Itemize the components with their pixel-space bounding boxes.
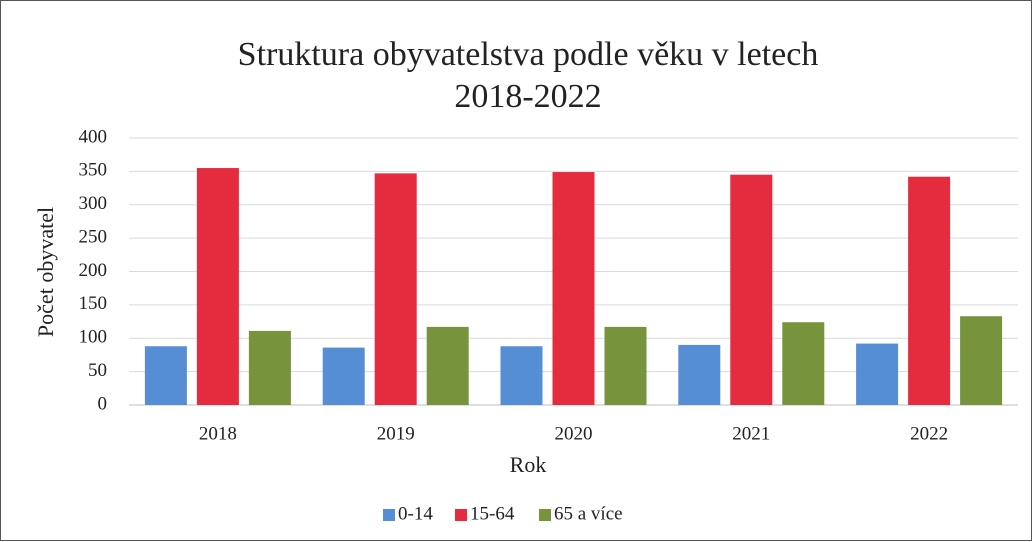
x-tick-label: 2021 (732, 423, 770, 444)
bar (500, 346, 543, 405)
chart-title: 2018-2022 (454, 78, 601, 115)
bar (604, 326, 647, 405)
bar (552, 172, 595, 405)
legend-label: 65 a více (554, 503, 623, 524)
bar (374, 173, 417, 405)
y-tick-label: 0 (98, 393, 108, 414)
x-tick-label: 2022 (910, 423, 948, 444)
x-axis-label: Rok (510, 452, 547, 477)
bar (248, 330, 291, 405)
bar (426, 326, 469, 405)
bar (960, 316, 1003, 405)
legend-swatch (539, 509, 551, 521)
y-tick-label: 150 (79, 293, 108, 314)
x-tick-label: 2020 (555, 423, 593, 444)
bar (144, 346, 187, 405)
legend-label: 0-14 (398, 503, 433, 524)
y-tick-label: 50 (88, 360, 107, 381)
legend-label: 15-64 (470, 503, 515, 524)
x-tick-label: 2018 (199, 423, 237, 444)
y-axis-label: Počet obyvatel (33, 207, 58, 337)
y-tick-label: 200 (79, 260, 108, 281)
bar (856, 343, 899, 405)
x-tick-label: 2019 (377, 423, 415, 444)
y-tick-label: 100 (79, 327, 108, 348)
legend-swatch (455, 509, 467, 521)
bar (782, 322, 825, 405)
bar (730, 174, 773, 405)
y-tick-label: 350 (79, 160, 108, 181)
y-tick-label: 400 (79, 126, 108, 147)
y-tick-label: 250 (79, 226, 108, 247)
legend-swatch (383, 509, 395, 521)
y-tick-label: 300 (79, 193, 108, 214)
bar (322, 347, 365, 405)
chart-title: Struktura obyvatelstva podle věku v lete… (238, 36, 819, 73)
bar (196, 168, 239, 405)
bar (678, 344, 721, 405)
bar (908, 176, 951, 405)
